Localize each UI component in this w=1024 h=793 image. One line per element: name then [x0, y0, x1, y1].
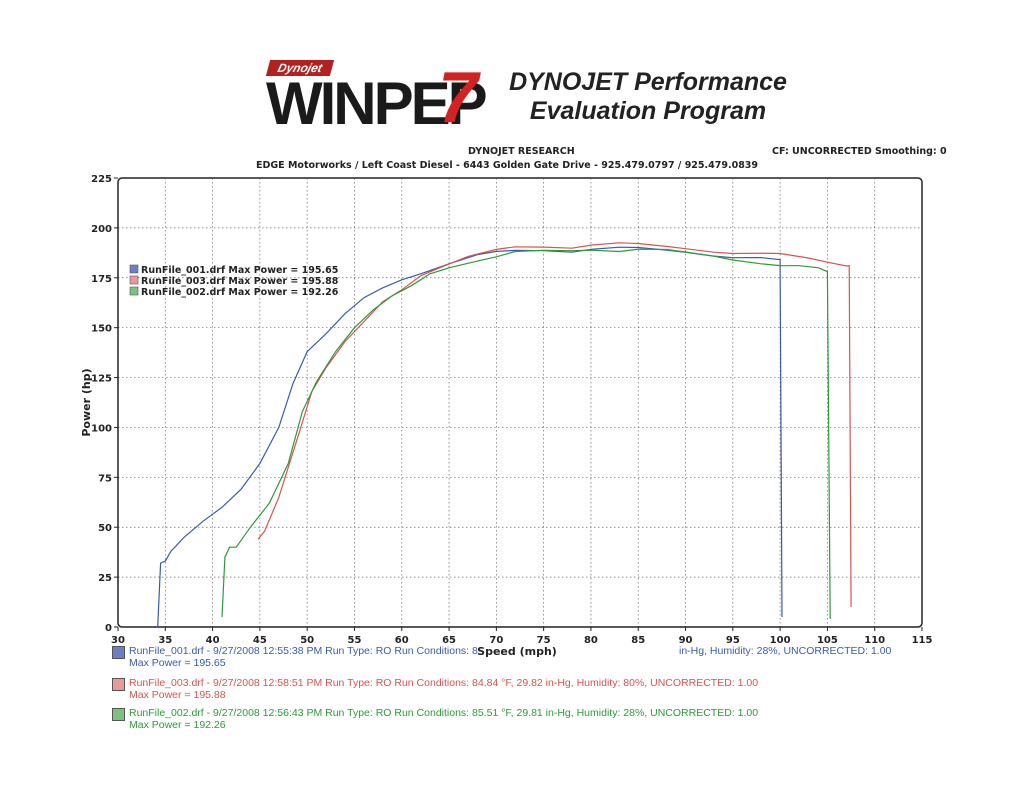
plot-frame — [117, 177, 923, 628]
y-tick-label: 150 — [91, 324, 112, 335]
y-tick-label: 50 — [98, 523, 112, 534]
legend-entry: RunFile_001.drf Max Power = 195.65 — [141, 265, 338, 276]
x-tick-label: 100 — [770, 635, 791, 646]
x-tick-label: 75 — [537, 635, 551, 646]
x-tick-label: 60 — [395, 635, 409, 646]
x-tick-label: 115 — [912, 635, 933, 646]
x-tick-label: 95 — [726, 635, 740, 646]
run-001-details: RunFile_001.drf - 9/27/2008 12:55:38 PM … — [129, 645, 478, 657]
chart-grid — [118, 178, 922, 627]
y-axis: 0 25 50 75 100 125 150 175 200 225 — [91, 174, 118, 634]
x-tick-label: 45 — [253, 635, 267, 646]
run-003-swatch — [112, 678, 125, 691]
run-002-max-power: Max Power = 192.26 — [129, 719, 226, 731]
program-title-line2: Evaluation Program — [529, 97, 767, 125]
winpep-wordmark: WINPEP — [266, 70, 488, 137]
program-title: DYNOJET Performance Evaluation Program — [498, 68, 798, 126]
x-tick-label: 30 — [111, 635, 125, 646]
run-003-details: RunFile_003.drf - 9/27/2008 12:58:51 PM … — [129, 677, 759, 689]
x-tick-label: 110 — [864, 635, 885, 646]
legend-swatch — [129, 286, 139, 296]
series-line-runfile-003 — [257, 242, 852, 608]
legend-swatch — [129, 275, 139, 285]
x-tick-label: 90 — [679, 635, 693, 646]
y-tick-label: 125 — [91, 374, 112, 385]
x-tick-label: 85 — [631, 635, 645, 646]
winpep-logo: Dynojet WINPEP 7 — [265, 58, 494, 138]
series-line-runfile-001 — [157, 246, 783, 628]
legend-swatch — [129, 264, 139, 274]
run-001-max-power: Max Power = 195.65 — [129, 657, 226, 669]
x-tick-label: 70 — [489, 635, 503, 646]
y-tick-label: 225 — [91, 174, 112, 185]
series-line-runfile-002 — [221, 248, 831, 620]
x-tick-label: 55 — [348, 635, 362, 646]
chart-legend: RunFile_001.drf Max Power = 195.65RunFil… — [129, 264, 339, 298]
y-tick-label: 100 — [91, 423, 112, 434]
legend-entry: RunFile_003.drf Max Power = 195.88 — [141, 276, 339, 287]
x-tick-label: 35 — [158, 635, 172, 646]
x-tick-label: 50 — [300, 635, 314, 646]
x-tick-label: 40 — [206, 635, 220, 646]
y-tick-label: 0 — [105, 623, 112, 634]
winpep-version-number: 7 — [438, 58, 479, 138]
x-tick-label: 65 — [442, 635, 456, 646]
org-name: DYNOJET RESEARCH — [468, 146, 575, 157]
run-001-swatch — [112, 646, 125, 659]
chart-settings: CF: UNCORRECTED Smoothing: 0 — [772, 146, 947, 157]
y-axis-label: Power (hp) — [80, 368, 93, 436]
x-tick-label: 105 — [817, 635, 838, 646]
series-lines — [157, 242, 852, 628]
program-title-line1: DYNOJET Performance — [509, 68, 787, 96]
y-tick-label: 25 — [98, 573, 112, 584]
shop-info: EDGE Motorworks / Left Coast Diesel - 64… — [256, 160, 759, 171]
x-axis-label: Speed (mph) — [477, 645, 557, 658]
run-001-details-tail: in-Hg, Humidity: 28%, UNCORRECTED: 1.00 — [679, 645, 892, 657]
legend-entry: RunFile_002.drf Max Power = 192.26 — [141, 287, 339, 298]
y-tick-label: 75 — [98, 473, 112, 484]
y-tick-label: 175 — [91, 274, 112, 285]
x-axis: 30 35 40 45 50 55 60 65 70 75 80 85 90 95 100 105 110 115 — [111, 627, 932, 646]
run-003-max-power: Max Power = 195.88 — [129, 689, 226, 701]
run-002-swatch — [112, 708, 125, 721]
y-tick-label: 200 — [91, 224, 112, 235]
run-002-details: RunFile_002.drf - 9/27/2008 12:56:43 PM … — [129, 707, 759, 719]
x-tick-label: 80 — [584, 635, 598, 646]
